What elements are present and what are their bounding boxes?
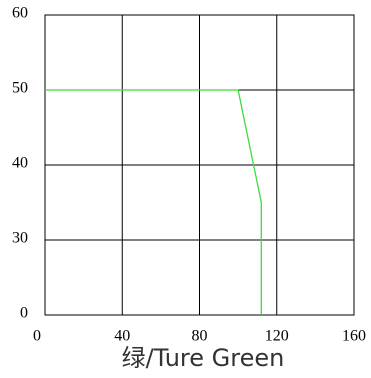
y-tick-label: 0: [20, 305, 28, 322]
y-tick-label: 60: [12, 5, 28, 22]
chart-title: 绿/Ture Green: [122, 344, 285, 372]
y-tick-label: 50: [12, 80, 28, 97]
y-tick-label: 30: [12, 230, 28, 247]
plot-frame: [44, 14, 355, 316]
y-tick-label: 40: [12, 155, 28, 172]
x-tick-label: 120: [265, 328, 289, 345]
x-tick-label: 40: [114, 328, 130, 345]
x-tick-label: 0: [33, 328, 41, 345]
line: [45, 89, 262, 315]
x-tick-label: 80: [192, 328, 208, 345]
x-tick-label: 160: [342, 328, 366, 345]
